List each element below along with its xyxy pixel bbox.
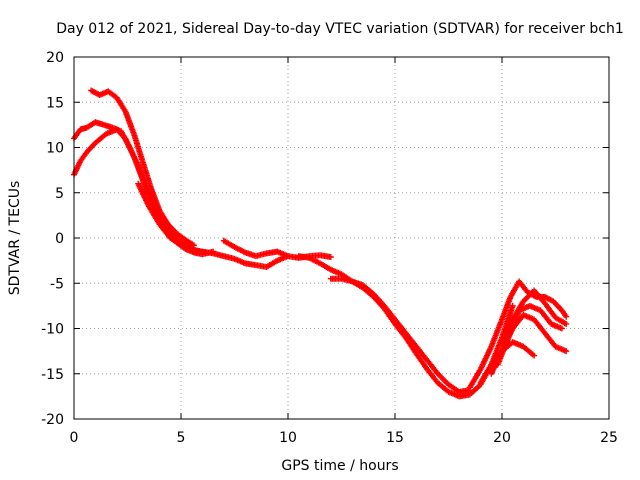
y-axis-label: SDTVAR / TECUs [7,181,23,296]
data-point [563,348,570,355]
y-tick-label: -5 [50,276,64,292]
x-tick-label: 15 [386,430,404,446]
series-arc-10 [499,287,570,346]
data-point [563,320,570,327]
y-tick-label: -15 [41,367,64,383]
series-arc-3 [88,87,197,249]
x-tick-label: 5 [177,430,186,446]
data-marks [71,87,570,400]
series-arc-12 [477,339,538,386]
y-tick-label: -20 [41,412,64,428]
y-tick-label: -10 [41,322,64,338]
chart-title: Day 012 of 2021, Sidereal Day-to-day VTE… [56,21,624,37]
data-point [531,352,538,359]
series-arc-7 [327,275,473,395]
x-tick-label: 0 [70,430,79,446]
data-point [558,325,565,332]
x-tick-label: 20 [493,430,511,446]
x-axis-label: GPS time / hours [281,458,398,474]
series-arc-8 [466,278,570,391]
x-tick-label: 10 [279,430,297,446]
y-tick-label: 15 [46,95,64,111]
data-point [327,254,334,261]
x-axis-ticks: 0 5 10 15 20 25 [70,57,618,446]
y-tick-label: 0 [55,231,64,247]
y-tick-label: 10 [46,141,64,157]
x-tick-label: 25 [600,430,618,446]
y-axis-ticks: -20 -15 -10 -5 0 5 10 15 20 [41,50,609,428]
data-point [563,313,570,320]
data-point [509,302,516,309]
y-tick-label: 20 [46,50,64,66]
y-tick-label: 5 [55,186,64,202]
